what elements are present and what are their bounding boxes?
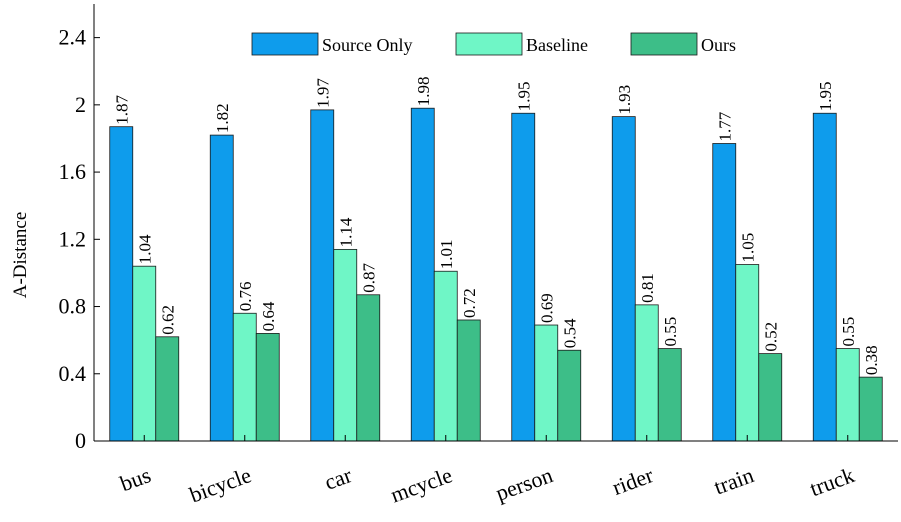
bar (758, 353, 783, 442)
legend-label: Baseline (526, 35, 588, 55)
data-label: 0.38 (862, 345, 881, 375)
bar (255, 333, 280, 442)
bar (433, 270, 458, 442)
bar (534, 324, 559, 442)
x-tick-label: mcycle (387, 462, 455, 507)
bar (456, 319, 481, 442)
x-tick-label: train (711, 462, 757, 499)
data-label: 1.87 (112, 94, 131, 124)
data-label: 0.55 (661, 317, 680, 347)
bar (735, 264, 760, 442)
data-label: 0.81 (638, 273, 657, 303)
bar (410, 107, 435, 442)
data-label: 1.82 (213, 103, 232, 133)
data-label: 1.95 (816, 82, 835, 112)
bar (310, 109, 335, 442)
y-tick-label: 1.6 (59, 159, 87, 184)
data-label: 1.97 (313, 78, 332, 108)
value-labels-layer: 1.87 1.04 0.62 1.82 0.760.64 1.97 1.140.87 1.98… (112, 76, 881, 375)
y-axis-title: A-Distance (10, 212, 31, 299)
legend-swatch (251, 32, 319, 56)
bar (155, 336, 180, 442)
data-label: 1.05 (738, 233, 757, 263)
bar (511, 112, 536, 442)
bar (232, 312, 257, 442)
data-label: 0.62 (158, 305, 177, 335)
y-tick-label: 2 (75, 92, 86, 117)
x-tick-label: person (492, 462, 556, 506)
x-tick-label: car (321, 462, 355, 495)
y-tick-label: 1.2 (59, 226, 87, 251)
data-label: 1.14 (336, 217, 355, 247)
data-label: 0.72 (460, 288, 479, 318)
data-label: 1.01 (437, 239, 456, 269)
x-tick-label: bicycle (186, 462, 254, 507)
data-label: 1.77 (715, 111, 734, 141)
data-label: 0.54 (560, 318, 579, 348)
data-label: 1.04 (135, 234, 154, 264)
legend-label: Source Only (322, 35, 412, 55)
data-label: 0.87 (359, 263, 378, 293)
y-tick-label: 0 (75, 428, 86, 453)
bar (634, 304, 659, 442)
legend: Source Only Baseline Ours (251, 32, 736, 56)
bar (109, 126, 134, 442)
legend-label: Ours (701, 35, 736, 55)
x-tick-label: bus (117, 462, 154, 496)
y-tick-label: 0.8 (59, 294, 87, 319)
data-label: 1.95 (514, 82, 533, 112)
bars-layer (109, 107, 883, 442)
bar (209, 134, 234, 442)
legend-swatch (630, 32, 698, 56)
data-label: 0.52 (761, 322, 780, 352)
bar (657, 348, 682, 442)
bar (557, 349, 582, 442)
bar (333, 248, 358, 442)
legend-swatch (455, 32, 523, 56)
data-label: 0.76 (236, 282, 255, 312)
data-label: 0.69 (537, 293, 556, 323)
data-label: 1.98 (414, 76, 433, 106)
x-tick-label: truck (806, 462, 857, 501)
bar (812, 112, 837, 442)
data-label: 0.64 (259, 301, 278, 331)
data-label: 0.55 (839, 317, 858, 347)
y-tick-label: 0.4 (59, 361, 87, 386)
bar (835, 348, 860, 442)
bar (611, 116, 636, 442)
bar (356, 294, 381, 442)
bar (712, 143, 737, 442)
y-tick-label: 2.4 (59, 25, 87, 50)
bar (858, 376, 883, 442)
x-tick-label: rider (609, 462, 657, 500)
bar (132, 265, 157, 442)
data-label: 1.93 (615, 85, 634, 115)
